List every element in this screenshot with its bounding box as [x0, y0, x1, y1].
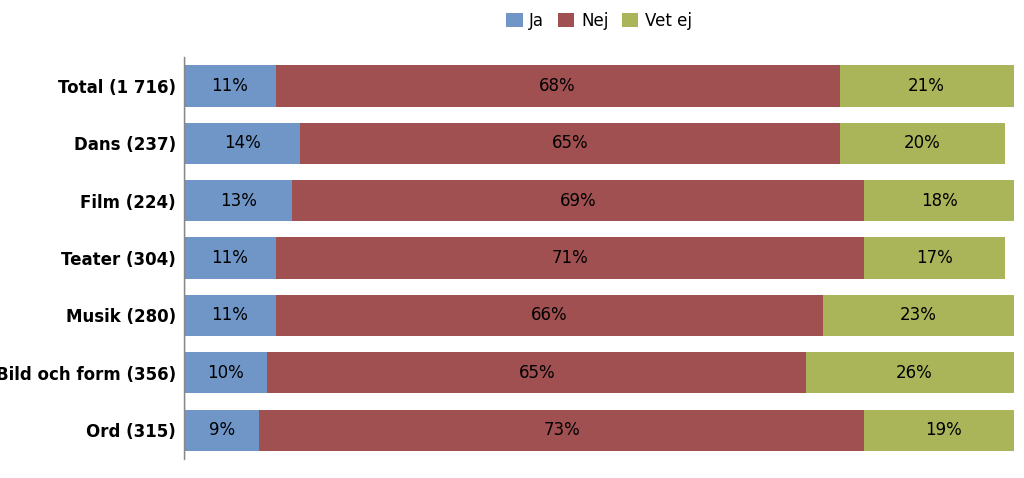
Bar	[292, 180, 864, 221]
Bar	[864, 238, 1006, 279]
Bar	[267, 352, 807, 393]
Text: 19%: 19%	[925, 421, 962, 439]
Bar	[184, 238, 275, 279]
Text: 21%: 21%	[908, 77, 945, 95]
Bar	[864, 180, 1014, 221]
Text: 18%: 18%	[921, 192, 957, 210]
Text: 26%: 26%	[896, 364, 933, 382]
Bar	[823, 295, 1014, 336]
Text: 11%: 11%	[212, 77, 249, 95]
Bar	[184, 352, 267, 393]
Bar	[840, 65, 1014, 107]
Bar	[184, 65, 275, 107]
Bar	[275, 295, 823, 336]
Bar	[275, 238, 864, 279]
Bar	[840, 123, 1006, 164]
Text: 17%: 17%	[916, 249, 953, 267]
Bar	[259, 410, 864, 451]
Text: 69%: 69%	[560, 192, 597, 210]
Text: 66%: 66%	[531, 306, 567, 325]
Legend: Ja, Nej, Vet ej: Ja, Nej, Vet ej	[500, 5, 698, 37]
Text: 10%: 10%	[208, 364, 244, 382]
Bar	[300, 123, 840, 164]
Text: 71%: 71%	[552, 249, 589, 267]
Text: 14%: 14%	[224, 134, 261, 152]
Bar	[275, 65, 840, 107]
Text: 65%: 65%	[518, 364, 555, 382]
Text: 20%: 20%	[904, 134, 941, 152]
Text: 23%: 23%	[900, 306, 937, 325]
Text: 68%: 68%	[540, 77, 575, 95]
Bar	[807, 352, 1022, 393]
Bar	[864, 410, 1022, 451]
Text: 11%: 11%	[212, 306, 249, 325]
Bar	[184, 410, 259, 451]
Bar	[184, 123, 300, 164]
Text: 73%: 73%	[544, 421, 580, 439]
Bar	[184, 180, 292, 221]
Bar	[184, 295, 275, 336]
Text: 65%: 65%	[552, 134, 589, 152]
Text: 9%: 9%	[209, 421, 234, 439]
Text: 13%: 13%	[220, 192, 257, 210]
Text: 11%: 11%	[212, 249, 249, 267]
